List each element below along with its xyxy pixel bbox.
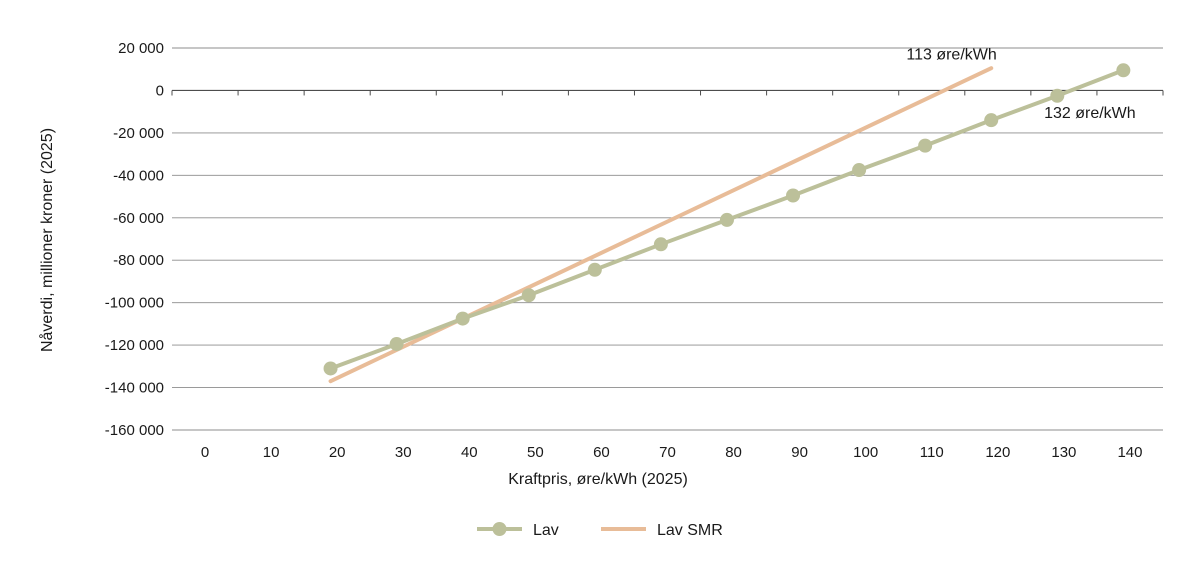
x-tick-label: 50 bbox=[527, 444, 544, 461]
y-tick-label: 0 bbox=[156, 82, 164, 99]
y-axis-title: Nåverdi, millioner kroner (2025) bbox=[38, 128, 56, 352]
x-tick-label: 100 bbox=[853, 444, 878, 461]
x-tick-label: 110 bbox=[920, 444, 944, 461]
y-tick-label: -40 000 bbox=[113, 167, 164, 184]
y-tick-label: -100 000 bbox=[105, 295, 164, 312]
x-tick-label: 70 bbox=[659, 444, 676, 461]
x-tick-label: 40 bbox=[461, 444, 478, 461]
y-tick-label: -80 000 bbox=[113, 252, 164, 269]
legend-label: Lav SMR bbox=[657, 522, 723, 539]
y-tick-label: -160 000 bbox=[105, 422, 164, 439]
data-point bbox=[1050, 88, 1065, 103]
x-tick-label: 120 bbox=[985, 444, 1010, 461]
x-tick-label: 80 bbox=[725, 444, 742, 461]
data-point bbox=[984, 113, 999, 128]
x-axis: 0 10 20 30 40 50 60 70 80 90 100 110 120 130 140 bbox=[201, 444, 1143, 461]
series-lav-smr bbox=[328, 66, 994, 384]
x-tick-label: 140 bbox=[1117, 444, 1142, 461]
data-point bbox=[323, 361, 338, 376]
data-point bbox=[786, 188, 801, 203]
x-tick-label: 10 bbox=[263, 444, 280, 461]
x-tick-label: 30 bbox=[395, 444, 412, 461]
data-point bbox=[455, 311, 470, 326]
legend-label: Lav bbox=[533, 522, 559, 539]
data-point bbox=[852, 163, 867, 178]
x-tick-label: 20 bbox=[329, 444, 346, 461]
x-tick-label: 90 bbox=[791, 444, 808, 461]
y-tick-label: -20 000 bbox=[113, 125, 164, 142]
series-layer bbox=[323, 63, 1131, 384]
x-tick-label: 130 bbox=[1051, 444, 1076, 461]
y-tick-label: 20 000 bbox=[118, 40, 164, 57]
annotation-label: 132 øre/kWh bbox=[1044, 105, 1136, 122]
x-tick-label: 60 bbox=[593, 444, 610, 461]
annotation-label: 113 øre/kWh bbox=[906, 47, 996, 64]
series-lav bbox=[323, 63, 1131, 376]
grid bbox=[171, 47, 1164, 431]
y-tick-label: -140 000 bbox=[105, 380, 164, 397]
data-point bbox=[587, 262, 602, 277]
data-point bbox=[918, 138, 933, 153]
y-tick-label: -60 000 bbox=[113, 210, 164, 227]
data-point bbox=[521, 288, 536, 303]
legend-item: Lav bbox=[477, 522, 559, 539]
y-axis: 20 000 0 -20 000 -40 000 -60 000 -80 000 -100 … bbox=[105, 40, 164, 439]
legend-marker bbox=[492, 522, 507, 536]
y-tick-label: -120 000 bbox=[105, 337, 164, 354]
x-axis-title: Kraftpris, øre/kWh (2025) bbox=[508, 471, 688, 488]
data-point bbox=[653, 237, 668, 252]
legend-item: Lav SMR bbox=[601, 522, 723, 539]
series-line bbox=[328, 66, 994, 384]
annotations: 113 øre/kWh 132 øre/kWh bbox=[906, 47, 1135, 122]
x-tick-label: 0 bbox=[201, 444, 209, 461]
data-point bbox=[1116, 63, 1131, 78]
data-point bbox=[719, 212, 734, 227]
data-point bbox=[389, 337, 404, 352]
legend: Lav Lav SMR bbox=[477, 522, 723, 539]
